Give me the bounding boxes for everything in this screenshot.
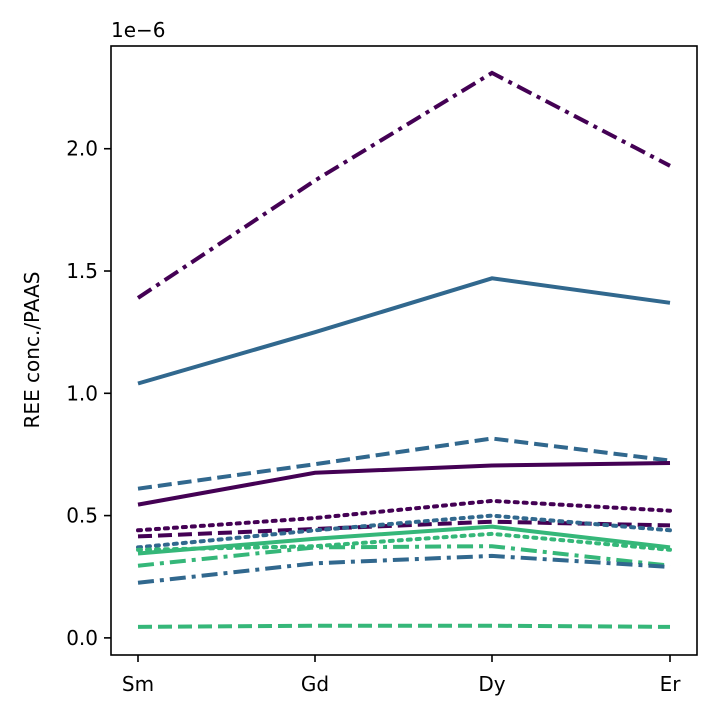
series-line-1 xyxy=(136,70,671,300)
y-tick-label: 1.0 xyxy=(66,381,98,405)
series-line-2 xyxy=(137,276,671,386)
y-offset-label: 1e−6 xyxy=(111,18,166,42)
y-tick-label: 2.0 xyxy=(66,137,98,161)
y-tick-label: 1.5 xyxy=(66,259,98,283)
x-tick-label: Gd xyxy=(301,672,329,696)
series-line-11 xyxy=(137,553,671,585)
series-line-12 xyxy=(137,623,671,629)
x-axis: Sm Gd Dy Er xyxy=(122,655,681,696)
series-line-9 xyxy=(136,531,672,552)
series-line-5 xyxy=(136,498,672,533)
x-tick-label: Sm xyxy=(122,672,154,696)
y-tick-label: 0.0 xyxy=(66,626,98,650)
series-line-7 xyxy=(136,513,672,550)
plot-frame xyxy=(110,45,698,656)
y-tick-label: 0.5 xyxy=(66,504,98,528)
series-line-3 xyxy=(137,436,671,491)
series-layer xyxy=(136,70,672,629)
x-tick-label: Er xyxy=(660,672,682,696)
series-line-8 xyxy=(137,524,671,556)
x-tick-label: Dy xyxy=(478,672,505,696)
series-line-10 xyxy=(137,544,671,568)
y-axis-label: REE conc./PAAS xyxy=(20,272,44,429)
y-axis: 0.0 0.5 1.0 1.5 2.0 xyxy=(66,137,111,650)
series-line-4 xyxy=(137,461,671,507)
